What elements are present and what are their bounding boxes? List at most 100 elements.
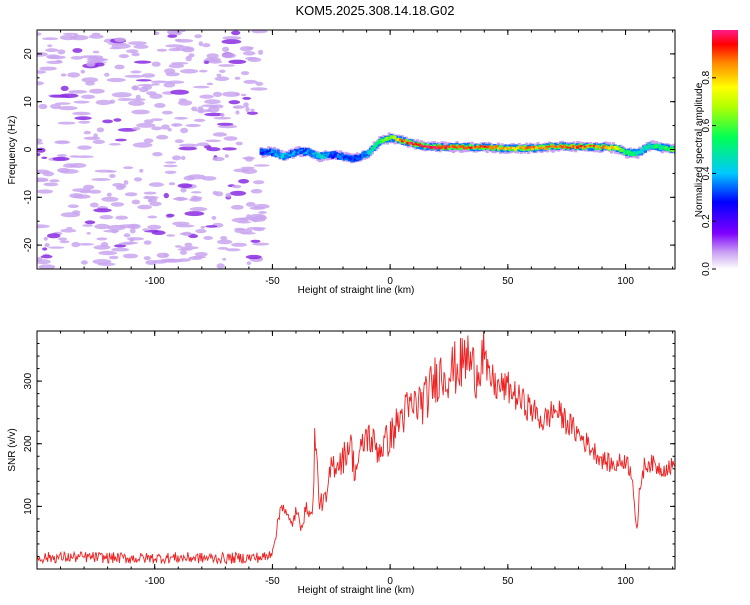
noise-speckle — [123, 180, 129, 185]
signal-cell — [562, 145, 566, 147]
noise-speckle — [151, 61, 161, 67]
signal-cell — [645, 146, 649, 150]
signal-cell — [544, 146, 548, 150]
signal-cell — [593, 144, 597, 148]
noise-speckle — [37, 224, 50, 229]
noise-speckle — [71, 241, 81, 248]
noise-speckle — [211, 215, 217, 220]
noise-speckle — [106, 77, 126, 83]
noise-speckle — [104, 72, 110, 77]
signal-cell — [363, 155, 367, 157]
signal-cell — [280, 154, 284, 159]
noise-speckle — [136, 122, 156, 128]
noise-speckle — [143, 191, 157, 195]
signal-cell — [464, 146, 468, 150]
signal-cell — [553, 142, 557, 149]
signal-cell — [512, 146, 516, 150]
signal-cell — [589, 145, 593, 147]
signal-cell — [480, 145, 484, 150]
signal-cell — [602, 145, 606, 148]
noise-speckle — [123, 166, 134, 170]
signal-cell — [267, 151, 271, 155]
signal-cell — [619, 148, 623, 151]
noise-speckle — [37, 259, 51, 265]
signal-cell — [568, 146, 572, 149]
noise-speckle — [222, 46, 230, 52]
noise-speckle — [83, 130, 91, 135]
noise-speckle — [46, 60, 63, 64]
colorbar-gradient — [712, 30, 738, 269]
signal-cell — [325, 154, 329, 157]
noise-speckle — [225, 248, 241, 252]
noise-speckle — [221, 52, 236, 59]
noise-speckle — [37, 189, 54, 194]
noise-speckle — [135, 79, 152, 82]
colorbar-tick-label: 0.6 — [701, 118, 712, 132]
signal-cell — [500, 147, 504, 150]
noise-speckle — [179, 250, 188, 255]
signal-cell — [351, 157, 355, 161]
noise-speckle — [72, 48, 83, 53]
signal-cell — [446, 144, 450, 150]
signal-cell — [271, 151, 275, 154]
noise-speckle — [83, 184, 95, 190]
signal-cell — [427, 145, 431, 148]
noise-speckle — [156, 48, 168, 52]
signal-cell — [557, 144, 561, 149]
signal-cell — [651, 145, 655, 149]
noise-speckle — [40, 254, 53, 259]
noise-speckle — [212, 156, 225, 162]
noise-speckle — [252, 242, 270, 246]
noise-speckle — [222, 257, 227, 261]
noise-speckle — [91, 58, 109, 62]
colorbar-label: Normalized spectral amplitude — [694, 82, 705, 217]
x-tick-label: 100 — [617, 576, 634, 587]
signal-cell — [577, 144, 581, 147]
noise-speckle — [57, 121, 76, 125]
signal-cell — [259, 149, 263, 153]
noise-speckle — [163, 258, 183, 263]
signal-cell — [448, 146, 452, 150]
signal-cell — [549, 145, 553, 148]
noise-speckle — [150, 118, 163, 121]
signal-cell — [455, 144, 459, 149]
signal-cell — [596, 146, 600, 148]
spectrogram-x-ticks: -100 -50 0 50 100 — [36, 30, 674, 287]
signal-cell — [487, 145, 491, 149]
colorbar-tick-label: 0.0 — [701, 262, 712, 276]
noise-speckle — [245, 254, 262, 260]
noise-speckle — [129, 237, 135, 243]
noise-speckle — [128, 100, 145, 106]
noise-speckle — [56, 154, 67, 157]
noise-speckle — [164, 253, 169, 258]
signal-cell — [657, 144, 661, 148]
signal-cell — [397, 138, 401, 141]
signal-cell — [357, 157, 361, 160]
signal-cell — [297, 148, 301, 154]
noise-speckle — [178, 98, 187, 102]
noise-speckle — [98, 250, 118, 256]
signal-cell — [540, 146, 544, 150]
noise-speckle — [180, 155, 186, 161]
signal-cell — [370, 148, 374, 151]
noise-speckle — [114, 37, 126, 43]
x-tick-label: 50 — [502, 576, 514, 587]
noise-speckle — [245, 202, 256, 207]
noise-speckle — [242, 51, 256, 56]
signal-cell — [547, 145, 551, 150]
noise-speckle — [131, 86, 138, 90]
noise-speckle — [110, 202, 124, 207]
signal-cell — [374, 145, 378, 147]
noise-speckle — [193, 85, 210, 89]
noise-speckle — [250, 239, 261, 243]
noise-speckle — [135, 94, 141, 100]
signal-cell — [640, 148, 644, 152]
signal-cell — [611, 146, 615, 149]
signal-cell — [513, 148, 517, 151]
signal-cell — [348, 156, 352, 159]
signal-cell — [278, 154, 282, 156]
signal-cell — [461, 145, 465, 148]
signal-cell — [478, 146, 482, 149]
signal-cell — [269, 151, 273, 154]
noise-speckle — [139, 168, 144, 173]
